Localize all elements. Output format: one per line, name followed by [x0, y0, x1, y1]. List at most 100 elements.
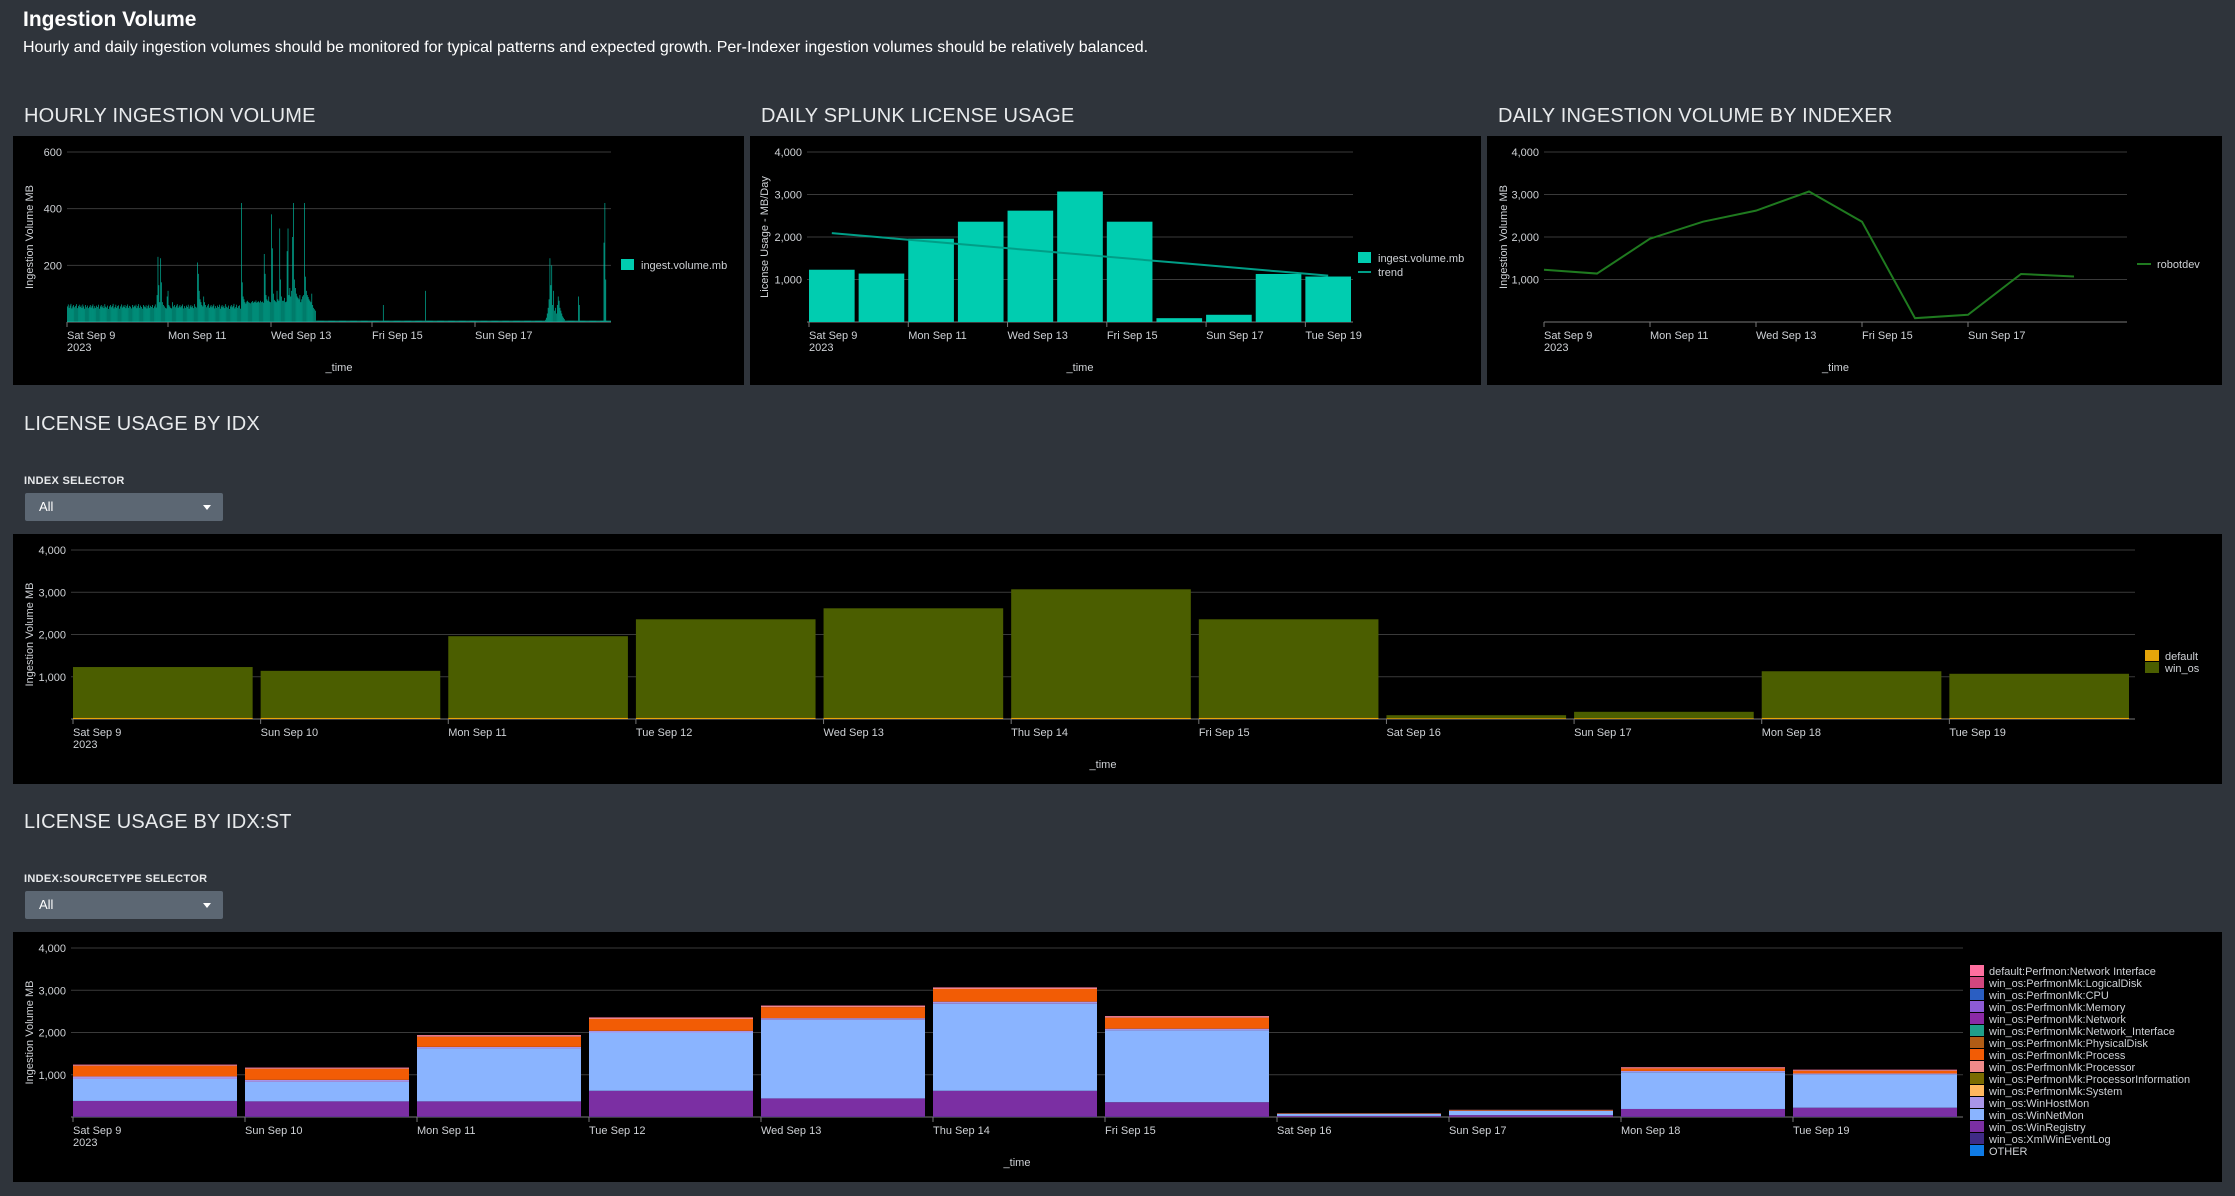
- hourly-bar: [280, 279, 281, 322]
- hourly-bar: [504, 320, 506, 322]
- hourly-bar: [505, 320, 507, 322]
- hourly-bar: [264, 273, 266, 322]
- hourly-bar: [604, 203, 606, 322]
- hourly-bar: [414, 320, 415, 322]
- hourly-bar: [439, 320, 441, 322]
- hourly-bar: [455, 320, 456, 322]
- hourly-bar: [513, 320, 514, 322]
- hourly-bar: [446, 320, 447, 322]
- hourly-bar: [407, 320, 409, 322]
- hourly-bar: [371, 320, 373, 322]
- hourly-bar: [258, 301, 260, 322]
- hourly-bar: [85, 305, 86, 322]
- hourly-bar: [528, 320, 530, 322]
- hourly-bar: [267, 300, 269, 322]
- hourly-bar: [277, 299, 279, 322]
- hourly-bar: [146, 308, 148, 322]
- hourly-bar: [229, 308, 230, 322]
- hourly-bar: [238, 306, 239, 322]
- hourly-bar: [291, 290, 292, 322]
- daily-bar: [1255, 273, 1302, 322]
- x-tick-label: Tue Sep 12: [589, 1125, 645, 1137]
- hourly-bar: [185, 307, 186, 322]
- hourly-bar: [500, 320, 501, 322]
- hourly-bar: [441, 320, 443, 322]
- hourly-bar: [295, 288, 296, 322]
- hourly-bar: [583, 320, 585, 322]
- hourly-bar: [129, 305, 130, 322]
- hourly-bar: [201, 305, 203, 322]
- hourly-bar: [107, 305, 108, 322]
- hourly-bar: [121, 304, 122, 322]
- hourly-bar: [385, 320, 387, 322]
- stacked-bar-segment: [1621, 1068, 1785, 1071]
- hourly-bar: [369, 320, 370, 322]
- stacked-bar-segment: [761, 1007, 925, 1019]
- index-selector-value: All: [39, 499, 54, 514]
- hourly-bar: [432, 320, 434, 322]
- stacked-bar-segment: [1761, 717, 1942, 719]
- hourly-bar: [548, 299, 550, 322]
- idx-usage-chart: 1,000 2,000 3,000 4,000 Ingestion Volume MB _…: [24, 545, 2200, 771]
- hourly-bar: [349, 320, 351, 322]
- hourly-bar: [222, 307, 224, 322]
- hourly-bar: [354, 320, 356, 322]
- hourly-bar: [274, 301, 276, 322]
- hourly-bar: [328, 320, 329, 322]
- sourcetype-selector-dropdown[interactable]: All: [25, 891, 223, 919]
- stacked-bar-segment: [761, 1005, 925, 1008]
- stacked-bar-segment: [1198, 619, 1379, 718]
- hourly-bar: [508, 320, 510, 322]
- hourly-bar: [593, 320, 595, 322]
- hourly-bar: [311, 293, 313, 322]
- hourly-bar: [318, 320, 320, 322]
- y-tick-label: 3,000: [1511, 190, 1539, 202]
- x-tick-label: Thu Sep 14: [1011, 727, 1068, 739]
- hourly-bar: [577, 320, 578, 322]
- hourly-bar: [551, 265, 553, 322]
- hourly-bar: [150, 305, 151, 322]
- hourly-bar: [254, 302, 256, 322]
- hourly-bar: [114, 306, 116, 322]
- x-tick-label: Mon Sep 11: [168, 330, 227, 342]
- hourly-bar: [248, 302, 249, 322]
- hourly-bar: [310, 302, 312, 322]
- hourly-bar: [584, 320, 586, 322]
- hourly-bar: [458, 320, 460, 322]
- hourly-bar: [558, 300, 560, 322]
- hourly-bar: [87, 305, 88, 322]
- hourly-bar: [110, 305, 111, 322]
- legend-swatch: [1970, 965, 1984, 976]
- daily-panel-title: DAILY SPLUNK LICENSE USAGE: [761, 105, 1075, 127]
- hourly-bar: [116, 307, 118, 322]
- stacked-bar-segment: [260, 670, 441, 718]
- x-tick-label: Sat Sep 9: [73, 727, 121, 739]
- hourly-bar: [363, 320, 365, 322]
- hourly-bar: [70, 303, 72, 322]
- hourly-bar: [512, 320, 513, 322]
- hourly-bar: [552, 305, 553, 322]
- hourly-bar: [320, 320, 322, 322]
- stacked-bar-segment: [1011, 717, 1191, 719]
- hourly-bar: [296, 296, 298, 322]
- hourly-bar: [307, 297, 309, 322]
- hourly-bar: [360, 320, 361, 322]
- legend-swatch: [1970, 1001, 1984, 1012]
- hourly-bar: [122, 305, 124, 322]
- hourly-bar: [145, 305, 147, 322]
- hourly-bar: [609, 320, 610, 322]
- hourly-bar: [211, 307, 213, 322]
- legend-label: trend: [1378, 267, 1403, 279]
- stacked-bar-segment: [1761, 671, 1942, 718]
- hourly-bar: [350, 320, 352, 322]
- y-tick-label: 3,000: [38, 587, 66, 599]
- daily-bar: [1057, 191, 1103, 322]
- hourly-bar: [399, 320, 401, 322]
- hourly-bar: [228, 305, 229, 322]
- hourly-bar: [368, 320, 369, 322]
- hourly-bar: [221, 305, 223, 322]
- hourly-bar: [592, 320, 594, 322]
- index-selector-dropdown[interactable]: All: [25, 493, 223, 521]
- hourly-bar: [127, 304, 129, 322]
- hourly-bar: [560, 310, 562, 322]
